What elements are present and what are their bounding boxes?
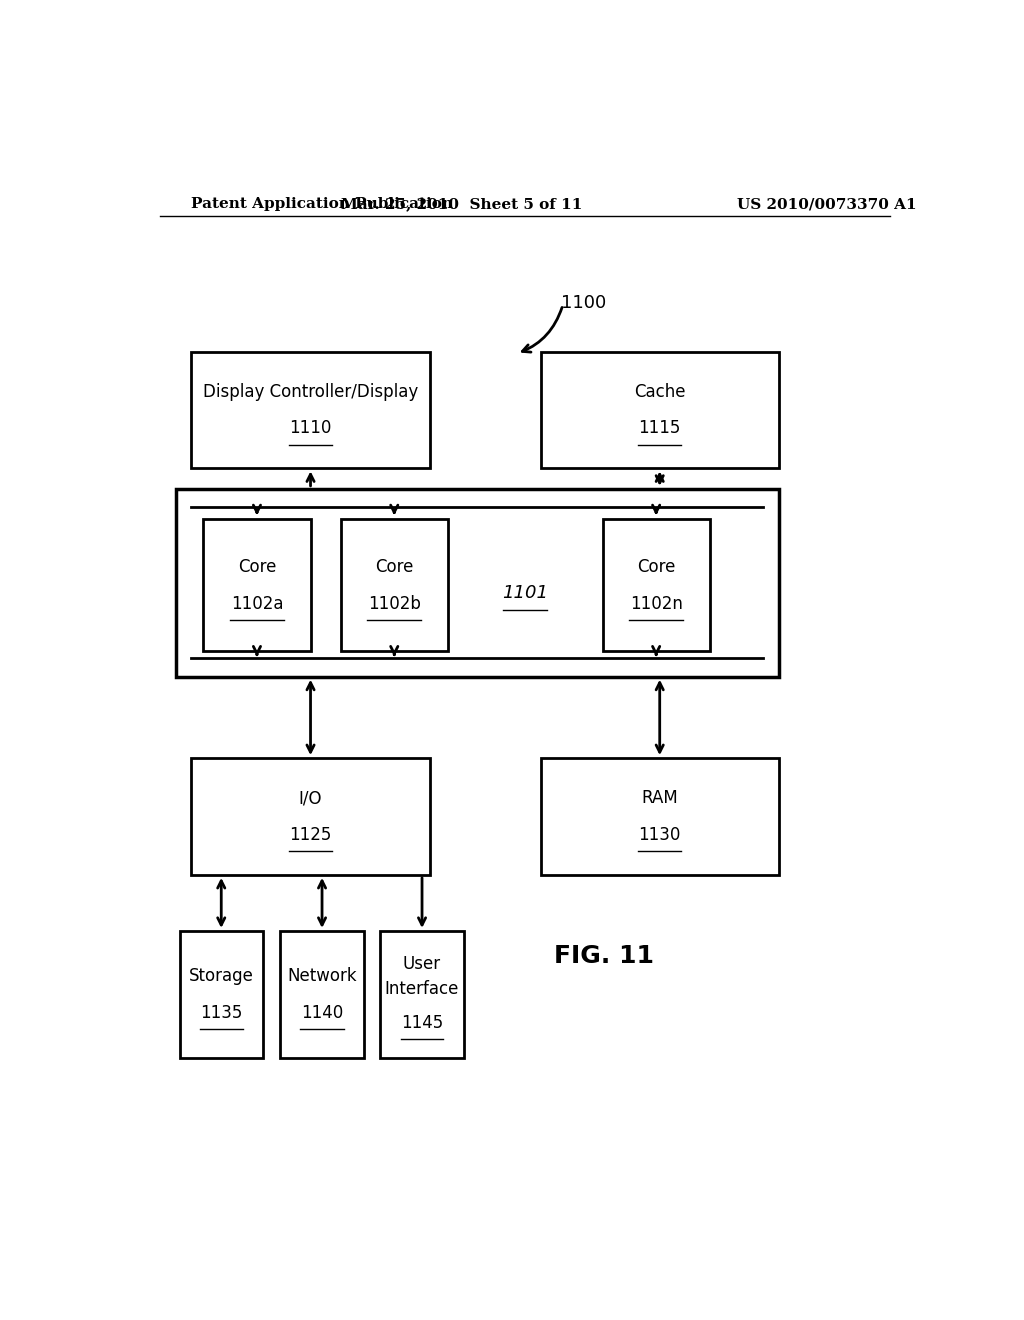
Bar (541, 758, 779, 875)
Bar (602, 519, 710, 651)
Text: 1135: 1135 (200, 1003, 243, 1022)
Text: 1102a: 1102a (230, 594, 284, 612)
Text: 1101: 1101 (502, 585, 548, 602)
Text: Network: Network (287, 968, 356, 985)
Text: US 2010/0073370 A1: US 2010/0073370 A1 (736, 197, 916, 211)
Bar (191, 758, 430, 875)
Text: Patent Application Publication: Patent Application Publication (191, 197, 454, 211)
Bar (341, 519, 447, 651)
Text: Core: Core (375, 558, 414, 576)
Text: 1102n: 1102n (630, 594, 683, 612)
Text: 1125: 1125 (290, 826, 332, 843)
Text: 1110: 1110 (290, 420, 332, 437)
Bar (541, 351, 779, 469)
Text: Storage: Storage (188, 968, 254, 985)
Bar (179, 931, 263, 1057)
Text: Cache: Cache (634, 383, 685, 401)
Bar (204, 519, 310, 651)
Text: 1145: 1145 (401, 1014, 443, 1032)
Text: Core: Core (238, 558, 276, 576)
Text: Core: Core (637, 558, 676, 576)
Bar (191, 351, 430, 469)
Text: FIG. 11: FIG. 11 (554, 944, 654, 969)
Text: 1100: 1100 (560, 294, 606, 312)
Text: 1130: 1130 (639, 826, 681, 843)
Text: 1115: 1115 (639, 420, 681, 437)
Text: Display Controller/Display: Display Controller/Display (203, 383, 418, 401)
Bar (176, 488, 779, 677)
Text: Interface: Interface (385, 981, 459, 998)
Text: 1140: 1140 (301, 1003, 343, 1022)
Text: RAM: RAM (641, 789, 678, 808)
Text: Mar. 25, 2010  Sheet 5 of 11: Mar. 25, 2010 Sheet 5 of 11 (341, 197, 582, 211)
Bar (380, 931, 464, 1057)
Bar (281, 931, 364, 1057)
Text: User: User (403, 954, 441, 973)
Text: 1102b: 1102b (368, 594, 421, 612)
Text: I/O: I/O (299, 789, 323, 808)
